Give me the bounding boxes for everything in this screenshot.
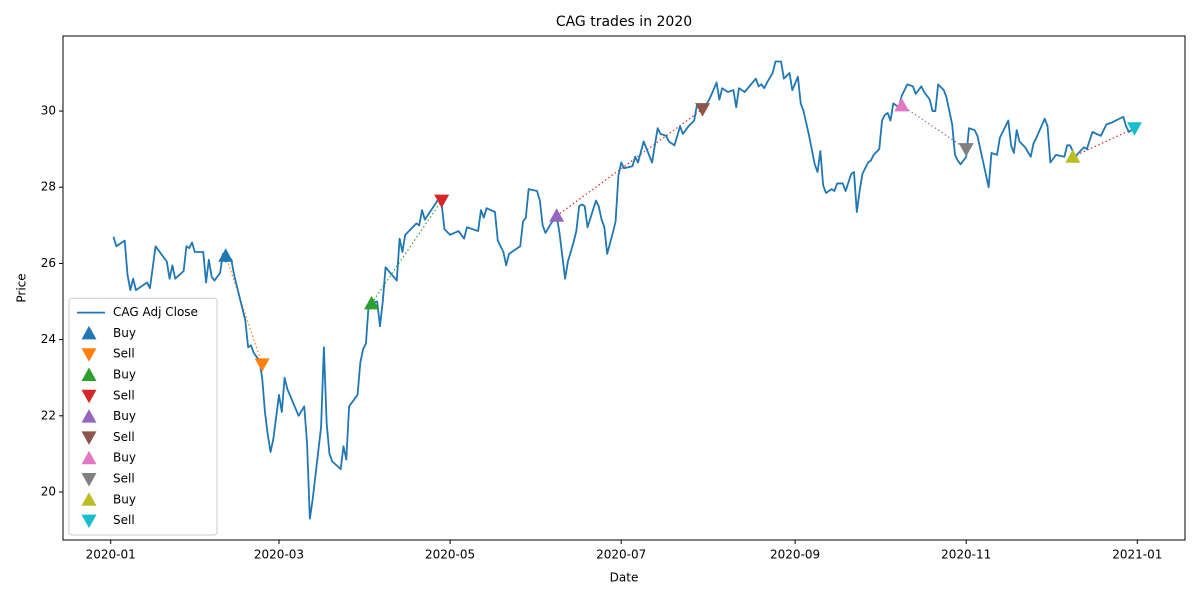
x-tick-label: 2021-01 xyxy=(1112,548,1162,562)
legend-marker xyxy=(81,450,97,465)
y-tick-label: 22 xyxy=(41,408,56,422)
legend-label: Sell xyxy=(113,347,135,361)
trade-link xyxy=(225,255,263,365)
legend-marker xyxy=(81,514,97,529)
x-tick-label: 2020-03 xyxy=(254,548,304,562)
plot-frame xyxy=(62,35,1186,541)
x-tick-label: 2020-07 xyxy=(596,548,646,562)
legend-label: CAG Adj Close xyxy=(113,305,198,319)
legend-marker xyxy=(81,431,97,445)
price-line xyxy=(112,60,1136,520)
x-tick-label: 2020-11 xyxy=(941,548,991,562)
legend-marker xyxy=(81,367,97,381)
legend-marker xyxy=(81,325,97,340)
y-tick-label: 26 xyxy=(41,256,56,270)
legend-label: Buy xyxy=(113,451,136,465)
legend-label: Buy xyxy=(113,368,136,382)
trade-marker xyxy=(1127,122,1143,136)
legend-marker xyxy=(81,348,97,362)
x-tick-label: 2020-05 xyxy=(425,548,475,562)
x-axis-label: Date xyxy=(610,571,639,585)
legend-marker xyxy=(81,409,97,423)
trade-marker xyxy=(218,248,234,262)
legend-label: Sell xyxy=(113,430,135,444)
legend-label: Buy xyxy=(113,492,136,506)
y-tick-label: 30 xyxy=(41,104,56,118)
x-tick-label: 2020-01 xyxy=(86,548,136,562)
legend-marker xyxy=(81,473,97,487)
legend-label: Buy xyxy=(113,326,136,340)
legend-label: Buy xyxy=(113,409,136,423)
y-tick-label: 28 xyxy=(41,180,56,194)
trade-link xyxy=(1072,127,1135,158)
y-axis-label: Price xyxy=(15,273,29,302)
y-tick-label: 20 xyxy=(41,485,56,499)
trade-marker xyxy=(364,295,380,310)
legend-label: Sell xyxy=(113,472,135,486)
trade-marker xyxy=(254,358,270,372)
chart-title: CAG trades in 2020 xyxy=(556,14,692,30)
trade-marker xyxy=(549,208,565,222)
trade-marker xyxy=(1065,149,1081,163)
y-tick-label: 24 xyxy=(41,332,56,346)
legend-label: Sell xyxy=(113,513,135,527)
legend-marker xyxy=(81,492,97,506)
trade-marker xyxy=(695,103,711,117)
legend-marker xyxy=(81,389,97,404)
legend-box xyxy=(68,297,218,536)
legend-label: Sell xyxy=(113,388,135,402)
x-tick-label: 2020-09 xyxy=(770,548,820,562)
trade-link xyxy=(901,104,967,150)
trade-marker xyxy=(894,97,910,112)
trade-marker xyxy=(434,194,450,209)
trade-marker xyxy=(958,143,974,157)
